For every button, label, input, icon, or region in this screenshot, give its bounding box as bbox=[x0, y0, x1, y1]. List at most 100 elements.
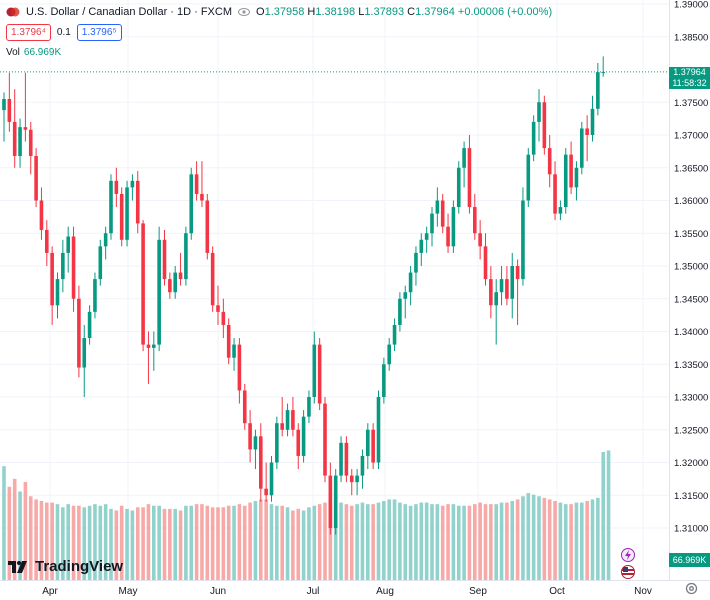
volume-bar bbox=[178, 510, 183, 580]
candle-body bbox=[344, 442, 349, 476]
candle-body bbox=[253, 436, 258, 450]
candle-body bbox=[61, 252, 65, 280]
y-tick-label: 1.34500 bbox=[674, 294, 708, 305]
volume-bar bbox=[55, 504, 60, 580]
volume-bar bbox=[23, 482, 28, 580]
x-tick-label: Aug bbox=[376, 586, 394, 597]
y-tick-label: 1.35500 bbox=[674, 229, 708, 240]
us-flag-icon[interactable] bbox=[621, 565, 635, 579]
volume-bar bbox=[125, 508, 129, 580]
candle-body bbox=[515, 266, 520, 280]
candle-body bbox=[349, 475, 354, 483]
visibility-eye-icon[interactable] bbox=[238, 7, 251, 17]
volume-bar bbox=[205, 505, 210, 580]
candle-body bbox=[71, 236, 76, 299]
lightning-icon[interactable] bbox=[621, 548, 635, 562]
candle-body bbox=[12, 121, 17, 156]
candle-body bbox=[82, 338, 87, 368]
candle-body bbox=[93, 279, 97, 312]
volume-bar bbox=[553, 501, 557, 580]
candle-body bbox=[590, 108, 595, 135]
candle-body bbox=[210, 252, 215, 306]
candle-body bbox=[39, 200, 44, 230]
candle-body bbox=[355, 475, 359, 483]
tradingview-logo[interactable]: TradingView bbox=[8, 558, 123, 575]
time-axis: Apr May Jun Jul Aug Sep Oct Nov bbox=[42, 586, 652, 597]
candle-body bbox=[510, 266, 515, 299]
candle-body bbox=[291, 410, 295, 430]
volume-bar bbox=[200, 504, 204, 580]
volume-bar bbox=[515, 499, 520, 580]
candle-body bbox=[109, 180, 113, 234]
candle-body bbox=[467, 148, 472, 208]
volume-bar bbox=[430, 504, 434, 580]
volume-bar bbox=[392, 499, 397, 580]
candle-body bbox=[119, 193, 124, 240]
logo-text: TradingView bbox=[35, 558, 124, 575]
candle-body bbox=[499, 279, 504, 293]
y-tick-label: 1.33500 bbox=[674, 360, 708, 371]
x-tick-label: Oct bbox=[549, 586, 565, 597]
y-tick-label: 1.37500 bbox=[674, 98, 708, 109]
volume-bar bbox=[216, 507, 220, 580]
y-tick-label: 1.36500 bbox=[674, 163, 708, 174]
candle-body bbox=[280, 423, 284, 430]
volume-bar bbox=[580, 502, 584, 580]
volume-bar bbox=[419, 502, 424, 580]
candle-body bbox=[574, 167, 579, 188]
symbol-title[interactable]: U.S. Dollar / Canadian Dollar · 1D · FXC… bbox=[26, 6, 233, 18]
volume-bar bbox=[601, 452, 605, 580]
buy-price-box[interactable]: 1.3796⁵ bbox=[76, 24, 122, 41]
volume-bar bbox=[61, 507, 65, 580]
y-tick-label: 1.38500 bbox=[674, 32, 708, 43]
candle-body bbox=[114, 180, 119, 194]
volume-bar bbox=[596, 497, 600, 580]
gear-icon[interactable] bbox=[685, 582, 698, 595]
volume-bar bbox=[12, 478, 17, 580]
candle-body bbox=[87, 311, 92, 339]
candle-body bbox=[264, 488, 268, 496]
volume-bar bbox=[537, 496, 541, 580]
x-tick-label: Jul bbox=[307, 586, 320, 597]
volume-bar bbox=[489, 504, 493, 580]
volume-bar bbox=[93, 504, 97, 580]
y-tick-label: 1.32000 bbox=[674, 458, 708, 469]
y-tick-label: 1.31500 bbox=[674, 491, 708, 502]
volume-bar bbox=[328, 501, 333, 580]
volume-bar bbox=[531, 494, 536, 580]
candle-body bbox=[419, 239, 424, 253]
candle-body bbox=[451, 207, 456, 247]
candle-body bbox=[403, 292, 408, 299]
volume-bar bbox=[77, 505, 81, 580]
volume-bar bbox=[387, 499, 391, 580]
volume-bar bbox=[408, 505, 413, 580]
volume-bar bbox=[446, 504, 450, 580]
candle-body bbox=[259, 436, 263, 489]
volume-bar bbox=[2, 466, 6, 580]
y-tick-label: 1.34000 bbox=[674, 327, 708, 338]
candle-body bbox=[221, 311, 226, 325]
volume-bar bbox=[435, 504, 440, 580]
candle-body bbox=[162, 239, 167, 280]
candle-body bbox=[537, 102, 541, 122]
candle-body bbox=[489, 279, 493, 306]
candle-body bbox=[205, 200, 210, 253]
candle-body bbox=[333, 475, 338, 528]
candle-body bbox=[98, 246, 103, 280]
candle-body bbox=[547, 148, 552, 175]
volume-bar bbox=[269, 504, 274, 580]
volume-bar bbox=[590, 499, 595, 580]
candle-body bbox=[323, 403, 327, 476]
candle-body bbox=[542, 102, 547, 149]
candle-body bbox=[168, 279, 172, 293]
volume-bar bbox=[130, 510, 135, 580]
volume-bar bbox=[221, 507, 226, 580]
volume-bar bbox=[28, 496, 33, 580]
candle-body bbox=[558, 207, 563, 214]
price-axis: 1.39000 1.38500 1.37500 1.37000 1.36500 1.360… bbox=[0, 0, 710, 581]
volume-bar bbox=[248, 502, 252, 580]
sell-price-box[interactable]: 1.3796⁴ bbox=[6, 24, 51, 41]
volume-bar bbox=[382, 501, 386, 580]
volume-bar bbox=[242, 505, 247, 580]
